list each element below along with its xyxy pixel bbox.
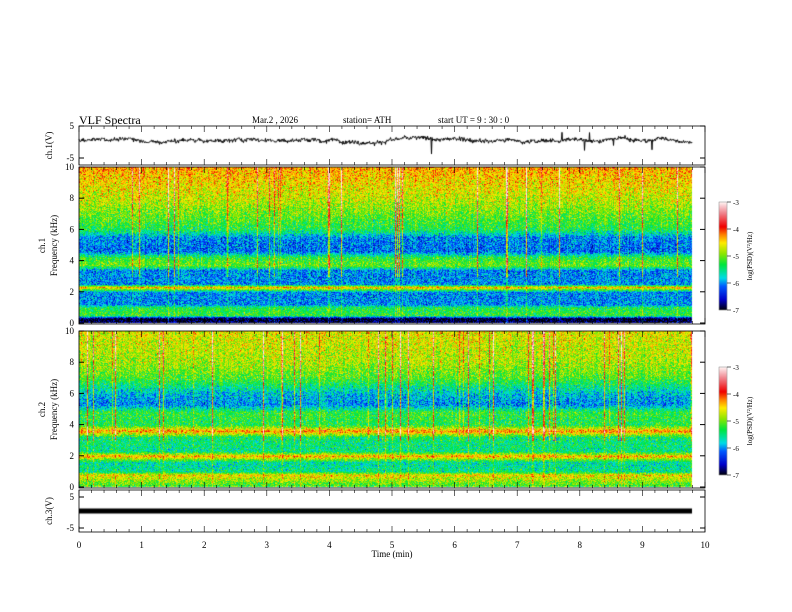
y-tick-label: 2 [70, 451, 75, 461]
colorbar-label: log(PSD)(V²/Hz) [746, 231, 754, 280]
y-tick-label: -5 [67, 153, 75, 163]
x-tick-label: 6 [452, 540, 457, 550]
x-tick-label: 9 [640, 540, 645, 550]
colorbar-tick-label: -6 [733, 445, 739, 453]
y-tick-label: 4 [70, 420, 75, 430]
y-tick-label: 5 [70, 121, 75, 131]
x-tick-label: 0 [77, 540, 82, 550]
channel-label: ch.1 [37, 238, 47, 253]
start-time-label: start UT = 9 : 30 : 0 [438, 115, 510, 125]
colorbar [718, 366, 728, 476]
y-tick-label: 8 [70, 357, 75, 367]
y-tick-label: 8 [70, 193, 75, 203]
y-tick-label: 6 [70, 224, 75, 234]
colorbar-label: log(PSD)(V²/Hz) [746, 396, 754, 445]
x-tick-label: 4 [327, 540, 332, 550]
figure-title: VLF Spectra [79, 113, 141, 127]
x-tick-label: 1 [139, 540, 144, 550]
colorbar-tick-label: -3 [733, 199, 739, 207]
panel-frame [78, 166, 706, 325]
y-tick-label: -5 [67, 523, 75, 533]
date-label: Mar.2 , 2026 [252, 115, 298, 125]
channel-label: ch.2 [37, 402, 47, 417]
colorbar-tick-label: -7 [733, 307, 739, 315]
y-tick-label: 10 [65, 326, 75, 336]
y-tick-label: 0 [70, 482, 75, 492]
colorbar-tick-label: -7 [733, 472, 739, 480]
y-axis-label: Frequency (kHz) [49, 215, 59, 276]
colorbar-tick-label: -6 [733, 280, 739, 288]
x-tick-label: 10 [701, 540, 711, 550]
y-tick-label: 2 [70, 287, 75, 297]
colorbar [718, 201, 728, 311]
colorbar-tick-label: -4 [733, 226, 739, 234]
y-tick-label: 5 [70, 492, 75, 502]
y-axis-label: Frequency (kHz) [49, 379, 59, 440]
x-axis-label: Time (min) [372, 549, 413, 559]
colorbar-tick-label: -4 [733, 391, 739, 399]
y-tick-label: 10 [65, 162, 75, 172]
colorbar-tick-label: -3 [733, 364, 739, 372]
x-tick-label: 5 [390, 540, 395, 550]
panel-frame [78, 489, 706, 533]
y-axis-label: ch.1(V) [44, 132, 54, 160]
x-tick-label: 2 [202, 540, 207, 550]
x-tick-label: 8 [578, 540, 583, 550]
y-axis-label: ch.3(V) [44, 497, 54, 525]
colorbar-tick-label: -5 [733, 253, 739, 261]
x-tick-label: 3 [265, 540, 270, 550]
station-label: station= ATH [343, 115, 392, 125]
colorbar-tick-label: -5 [733, 418, 739, 426]
y-tick-label: 4 [70, 256, 75, 266]
x-tick-label: 7 [515, 540, 520, 550]
panel-frame [78, 330, 706, 489]
y-tick-label: 0 [70, 318, 75, 328]
y-tick-label: 6 [70, 388, 75, 398]
